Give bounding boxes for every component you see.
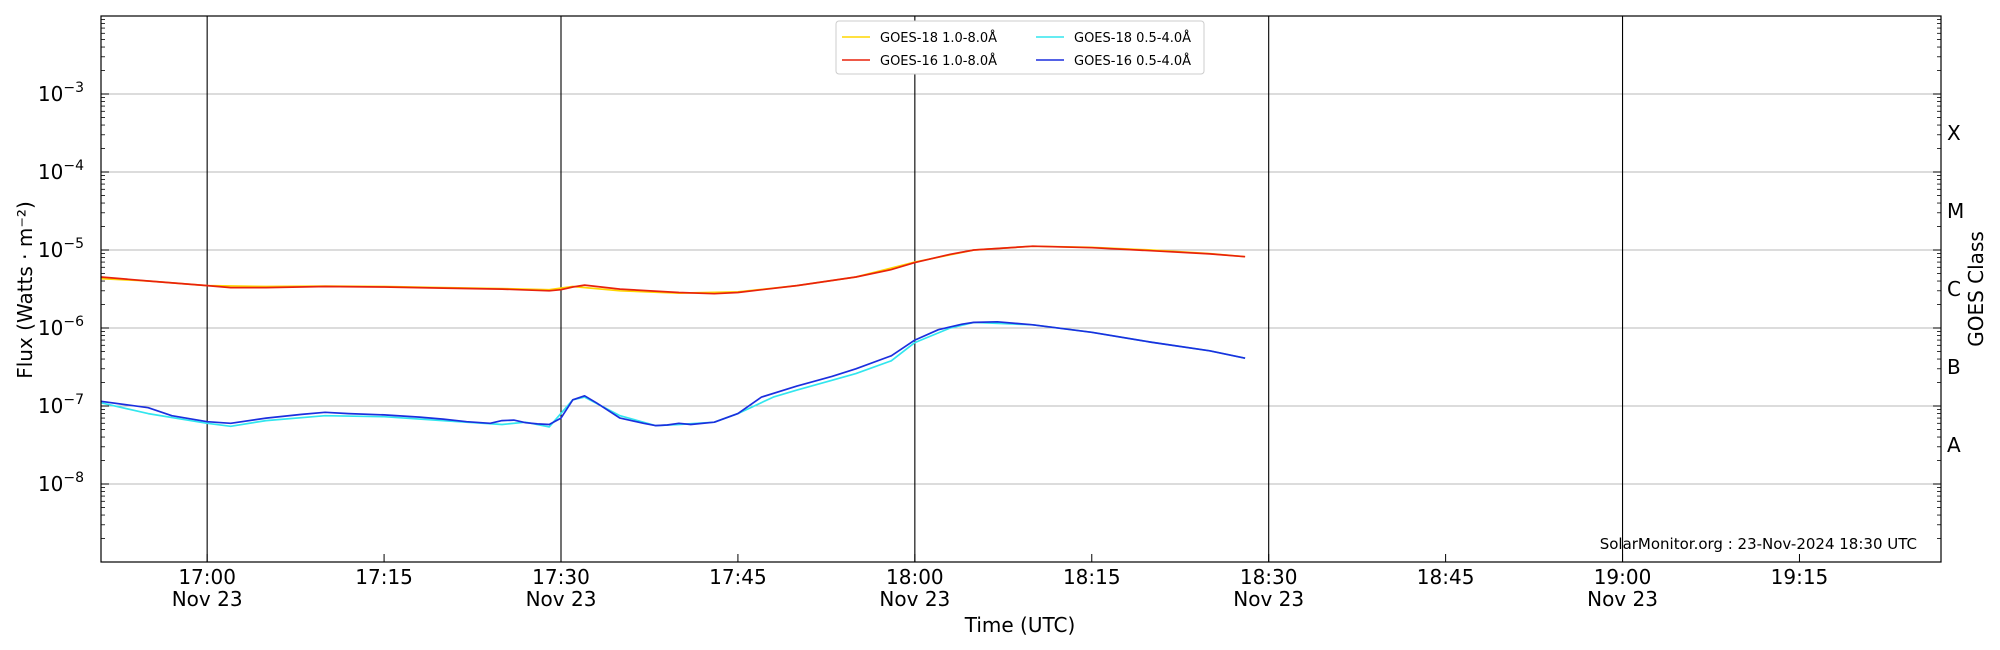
x-axis-title: Time (UTC)	[964, 613, 1076, 637]
goes-class-label: M	[1947, 199, 1964, 223]
legend-label-goes18-long: GOES-18 1.0-8.0Å	[880, 30, 997, 46]
plot-frame	[100, 15, 1942, 563]
y-tick-label: 10−4	[38, 158, 84, 184]
tick-layer	[101, 19, 1941, 562]
series-line	[100, 321, 1246, 428]
legend-box	[835, 20, 1205, 75]
source-annotation: SolarMonitor.org : 23-Nov-2024 18:30 UTC	[1600, 535, 1917, 553]
x-tick-label: 19:00	[1594, 565, 1652, 589]
y-tick-label: 10−5	[38, 236, 84, 262]
y-tick-label: 10−3	[38, 80, 84, 106]
legend: GOES-18 1.0-8.0Å GOES-16 1.0-8.0Å GOES-1…	[835, 20, 1205, 75]
x-tick-label: 17:45	[709, 565, 767, 589]
grid-layer	[101, 93, 1941, 485]
series-line	[100, 320, 1246, 427]
y-tick-label: 10−6	[38, 314, 84, 340]
x-tick-date-label: Nov 23	[172, 587, 243, 611]
y-tick-label: 10−7	[38, 392, 84, 418]
x-tick-label: 18:45	[1417, 565, 1475, 589]
x-tick-date-label: Nov 23	[1233, 587, 1304, 611]
x-tick-label: 18:00	[886, 565, 944, 589]
goes-class-label: B	[1947, 355, 1961, 379]
goes-class-label: C	[1947, 277, 1961, 301]
y-axis-title: Flux (Watts · m⁻²)	[13, 201, 37, 379]
goes-class-label: X	[1947, 121, 1961, 145]
vertical-line-layer	[206, 16, 1624, 562]
series-line	[100, 245, 1246, 294]
x-tick-date-label: Nov 23	[879, 587, 950, 611]
legend-label-goes16-short: GOES-16 0.5-4.0Å	[1074, 53, 1191, 69]
legend-label-goes16-long: GOES-16 1.0-8.0Å	[880, 53, 997, 69]
y2-axis-title: GOES Class	[1964, 231, 1988, 347]
series-line	[100, 245, 1246, 295]
x-tick-label: 17:00	[178, 565, 236, 589]
y-tick-label: 10−8	[38, 470, 84, 496]
goes-class-label: A	[1947, 433, 1961, 457]
x-tick-date-label: Nov 23	[1587, 587, 1658, 611]
y-tick-labels: 10−8 10−7 10−6 10−5 10−4 10−3	[38, 80, 84, 496]
x-tick-label: 18:30	[1240, 565, 1298, 589]
x-tick-label: 19:15	[1771, 565, 1829, 589]
goes-class-labels: A B C M X	[1947, 121, 1964, 457]
x-tick-label: 17:15	[355, 565, 413, 589]
x-tick-label: 17:30	[532, 565, 590, 589]
x-tick-label: 18:15	[1063, 565, 1121, 589]
series-layer	[100, 245, 1246, 428]
legend-label-goes18-short: GOES-18 0.5-4.0Å	[1074, 30, 1191, 46]
x-tick-date-label: Nov 23	[526, 587, 597, 611]
